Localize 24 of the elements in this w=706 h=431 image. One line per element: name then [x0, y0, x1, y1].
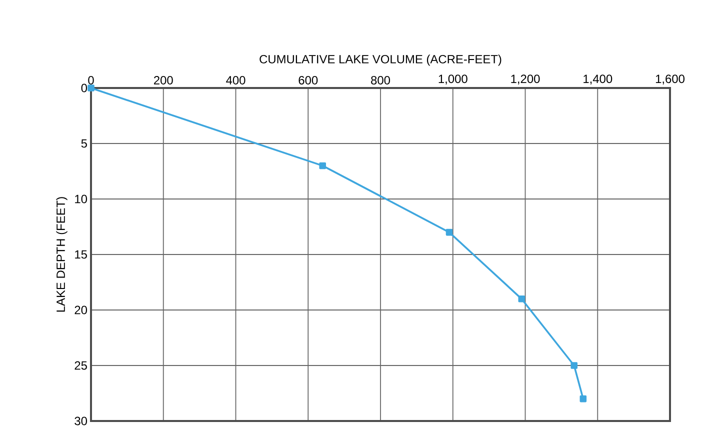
x-tick-label: 1,200 — [511, 74, 540, 84]
point — [570, 362, 578, 369]
x-tick-label: 600 — [298, 76, 318, 84]
y-tick-label: 30 — [74, 416, 88, 426]
x-tick-label: 0 — [88, 76, 94, 84]
x-tick-label: 200 — [154, 76, 173, 84]
y-tick-label: 5 — [81, 139, 87, 148]
point — [580, 395, 587, 402]
x-tick-label: 400 — [226, 76, 246, 84]
x-tick-label: 1,600 — [656, 74, 684, 84]
x-tick-label: 1,400 — [584, 74, 612, 84]
y-tick-label: 25 — [74, 361, 87, 370]
x-tick-label: 800 — [371, 76, 390, 84]
point — [319, 162, 326, 170]
point — [446, 228, 453, 236]
point — [518, 296, 526, 302]
point — [88, 84, 94, 92]
y-tick-label: 0 — [81, 84, 88, 92]
y-tick-label: 15 — [75, 250, 87, 259]
y-axis-title: LAKE DEPTH (FEET) — [56, 197, 68, 312]
y-tick-label: 10 — [75, 194, 88, 204]
x-axis-title: CUMULATIVE LAKE VOLUME (ACRE-FEET) — [260, 54, 502, 66]
x-tick-label: 1,000 — [438, 74, 468, 84]
y-tick-label: 20 — [74, 306, 88, 314]
